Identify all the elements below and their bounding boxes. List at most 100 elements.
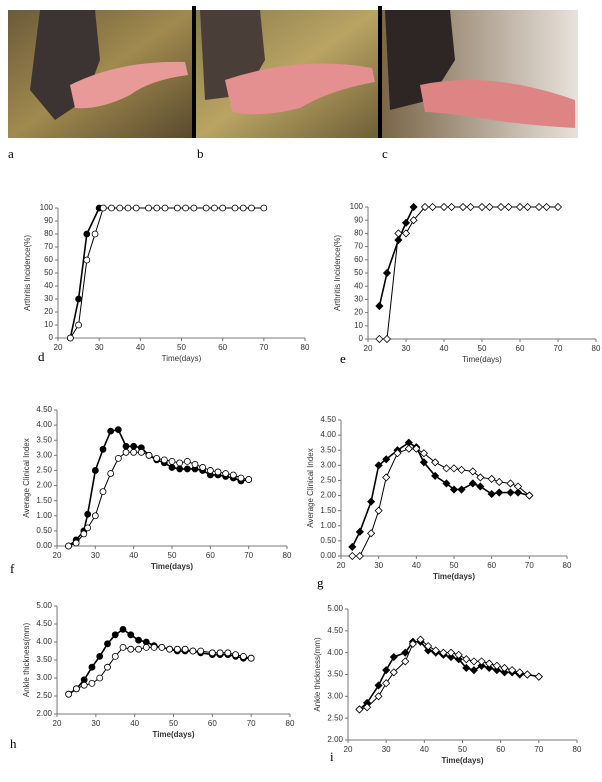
marker — [462, 655, 471, 664]
marker — [431, 471, 440, 480]
chart: 2.00 2.50 3.00 3.50 4.00 4.50 5.00 20 30 40 50 60 70… — [10, 601, 295, 751]
x-tick-label: 40 — [412, 561, 421, 570]
marker — [208, 649, 216, 657]
marker — [135, 645, 142, 653]
y-tick-label: 3.00 — [36, 450, 52, 459]
y-tick-label: 2.00 — [36, 481, 52, 490]
x-tick-label: 60 — [516, 344, 525, 353]
marker — [245, 476, 253, 483]
series-line — [69, 207, 100, 339]
y-tick-label: 0.50 — [36, 526, 52, 535]
x-tick-label: 70 — [554, 344, 563, 353]
y-tick-label: 5.00 — [327, 604, 343, 613]
series-line — [69, 207, 264, 339]
marker — [492, 666, 501, 675]
marker — [247, 654, 255, 662]
marker — [462, 663, 471, 673]
y-tick-label: 90 — [44, 216, 53, 225]
marker — [439, 648, 448, 657]
y-tick-label: 70 — [354, 242, 363, 251]
x-tick-label: 30 — [382, 745, 391, 754]
marker — [442, 479, 451, 488]
marker — [523, 670, 532, 679]
panel-label: d — [38, 349, 45, 364]
marker — [153, 454, 161, 462]
marker — [88, 680, 96, 687]
marker — [65, 542, 72, 550]
marker — [91, 467, 99, 474]
marker — [495, 488, 504, 497]
y-tick-label: 0.50 — [320, 536, 336, 545]
marker — [168, 464, 176, 471]
marker — [382, 455, 391, 464]
marker — [80, 681, 88, 689]
marker — [449, 464, 459, 473]
x-tick-label: 80 — [301, 343, 310, 352]
marker — [84, 524, 92, 532]
marker — [419, 449, 428, 458]
y-tick-label: 4.00 — [36, 637, 52, 646]
marker — [508, 666, 517, 675]
x-tick-label: 20 — [364, 344, 373, 353]
y-tick-label: 3.00 — [36, 673, 52, 682]
x-tick-label: 30 — [91, 719, 100, 728]
y-tick-label: 1.50 — [320, 506, 336, 515]
marker — [239, 653, 247, 660]
marker — [487, 474, 496, 483]
x-tick-label: 30 — [91, 551, 100, 560]
marker — [553, 202, 563, 212]
marker — [375, 334, 384, 344]
y-tick-label: 4.00 — [320, 430, 336, 439]
photo-b — [192, 6, 378, 138]
y-tick-label: 4.00 — [36, 420, 52, 429]
y-tick-label: 80 — [354, 229, 363, 238]
x-tick-label: 60 — [206, 551, 215, 560]
marker — [248, 204, 255, 212]
y-tick-label: 0.00 — [320, 551, 336, 560]
y-tick-label: 0 — [49, 333, 54, 342]
marker — [137, 448, 145, 456]
marker — [158, 644, 166, 651]
y-tick-label: 3.00 — [320, 460, 336, 469]
marker — [515, 668, 524, 677]
y-tick-label: 3.50 — [327, 670, 343, 679]
marker — [190, 204, 198, 212]
panel-label: f — [10, 561, 15, 576]
x-tick-label: 60 — [496, 745, 505, 754]
y-tick-label: 70 — [44, 242, 53, 251]
series-line — [351, 441, 530, 548]
x-tick-label: 60 — [208, 719, 217, 728]
marker — [150, 644, 158, 651]
y-axis-label: Arthritis Incidence(%) — [333, 235, 342, 311]
x-tick-label: 30 — [374, 561, 383, 570]
panel-label: i — [330, 749, 334, 764]
marker — [496, 202, 506, 212]
y-tick-label: 20 — [44, 307, 53, 316]
marker — [75, 321, 82, 329]
series-line — [68, 628, 252, 695]
y-tick-label: 0 — [359, 334, 364, 343]
y-tick-label: 2.00 — [36, 709, 52, 718]
x-tick-label: 80 — [283, 551, 292, 560]
marker — [476, 473, 485, 482]
marker — [382, 666, 391, 675]
chart: 2.00 2.50 3.00 3.50 4.00 4.50 5.00 20 30 40 50 60 70… — [313, 604, 582, 765]
marker — [348, 542, 357, 551]
marker — [420, 202, 430, 212]
x-tick-label: 40 — [440, 344, 449, 353]
marker — [355, 551, 364, 561]
marker — [468, 467, 477, 476]
marker — [199, 464, 207, 471]
y-tick-label: 2.00 — [327, 735, 343, 744]
y-tick-label: 2.50 — [320, 476, 336, 485]
y-tick-label: 2.00 — [320, 491, 336, 500]
marker — [382, 268, 392, 278]
marker — [374, 681, 383, 690]
chart: 0 10 20 30 40 50 60 70 80 90 100 20 30 40 50 60 70 80 Time… — [23, 203, 310, 364]
marker — [219, 204, 227, 212]
x-tick-label: 70 — [247, 719, 256, 728]
marker — [446, 652, 456, 662]
marker — [119, 626, 127, 633]
marker — [260, 204, 268, 212]
marker — [191, 460, 199, 468]
